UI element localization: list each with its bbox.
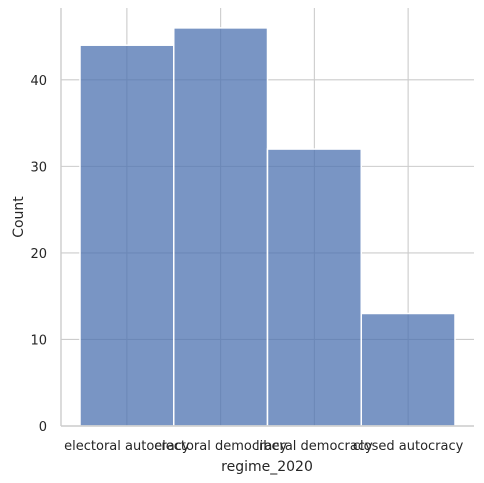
y-axis-label: Count bbox=[11, 196, 27, 238]
y-tick-label: 40 bbox=[30, 74, 47, 89]
y-tick-label: 0 bbox=[39, 420, 47, 435]
bar bbox=[266, 148, 362, 427]
x-tick-label: closed autocracy bbox=[353, 439, 464, 454]
x-tick-label: electoral democracy bbox=[154, 439, 287, 454]
bar bbox=[79, 44, 175, 427]
y-tick-label: 20 bbox=[30, 247, 47, 262]
bar bbox=[360, 312, 456, 427]
bar bbox=[173, 27, 269, 427]
bars bbox=[79, 27, 456, 427]
x-axis-label: regime_2020 bbox=[221, 459, 313, 475]
y-tick-labels: 0 10 20 30 40 bbox=[30, 74, 47, 435]
x-tick-label: electoral autocracy bbox=[64, 439, 190, 454]
y-tick-label: 10 bbox=[30, 333, 47, 348]
x-tick-label: liberal democracy bbox=[256, 439, 373, 454]
y-tick-label: 30 bbox=[30, 160, 47, 175]
